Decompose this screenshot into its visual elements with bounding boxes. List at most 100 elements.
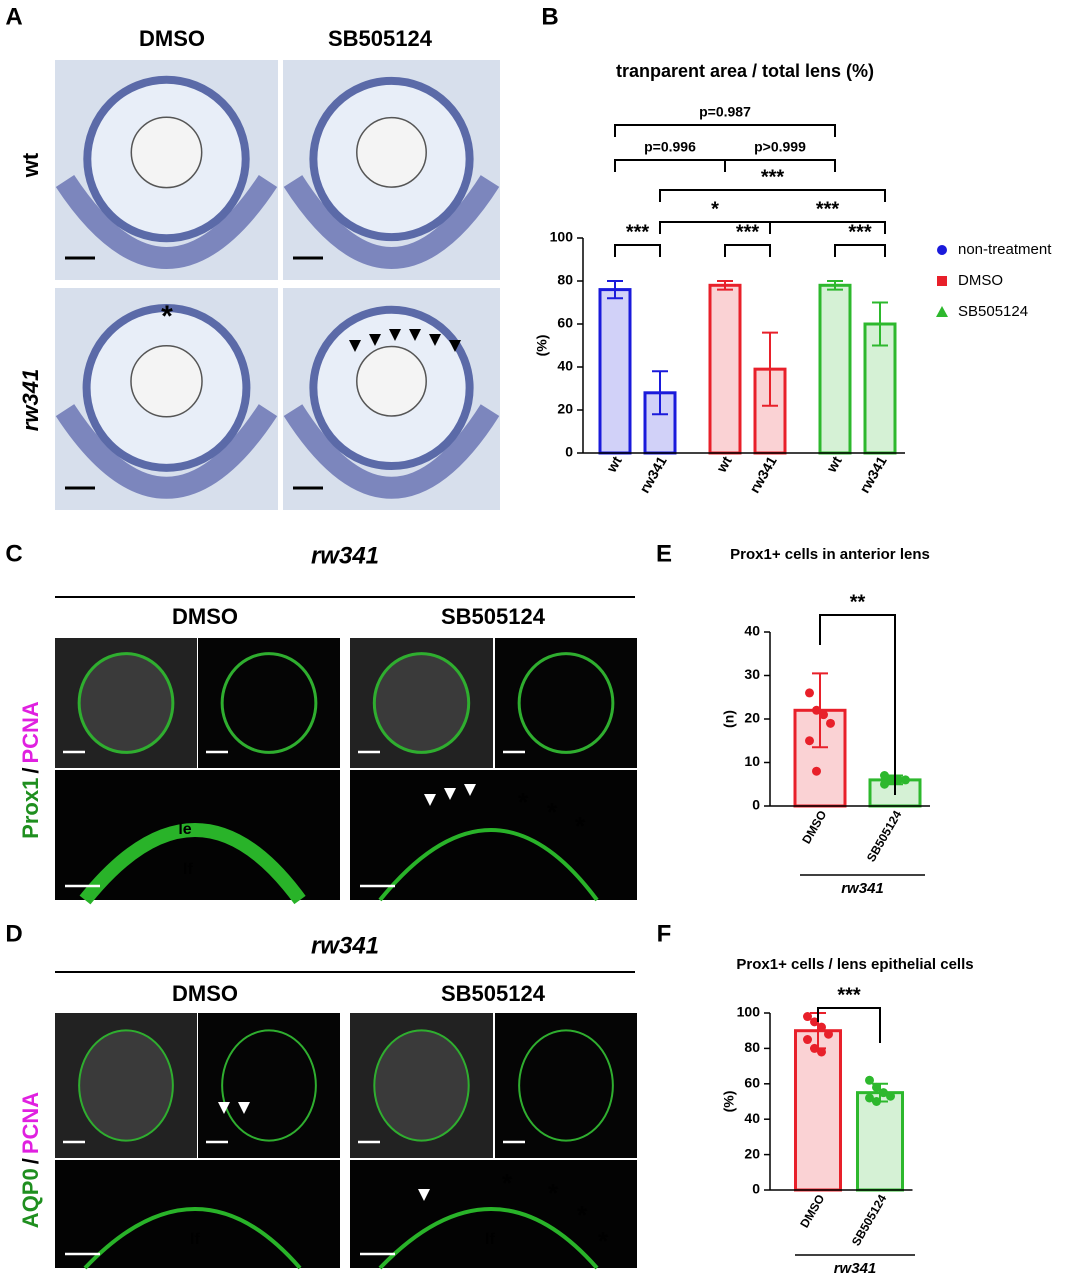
- label: ***: [816, 198, 840, 220]
- y-tick-label: 80: [744, 1039, 760, 1055]
- y-axis-label: (%): [721, 1091, 737, 1113]
- label: *: [548, 1178, 559, 1208]
- fluorescence-image: [198, 1013, 340, 1158]
- stain-name: /: [18, 768, 43, 774]
- label: rw341: [841, 880, 884, 897]
- data-point: [819, 710, 828, 720]
- label: le: [178, 821, 191, 838]
- arrowhead: [418, 1189, 430, 1201]
- label: D: [5, 920, 22, 947]
- data-point: [817, 1047, 826, 1057]
- y-tick-label: 80: [557, 272, 573, 288]
- point: [937, 245, 947, 255]
- lens-core: [130, 344, 203, 418]
- label: A: [5, 3, 22, 30]
- fluorescence-image: [350, 770, 637, 900]
- error-bar: [762, 331, 778, 407]
- stain-label: AQP0 / PCNA: [18, 1092, 43, 1228]
- stain-name: /: [18, 1158, 43, 1164]
- error-bar: [827, 280, 843, 291]
- significance-bracket: [614, 244, 661, 257]
- error-bar: [607, 280, 623, 300]
- x-tick-label: wt: [603, 453, 625, 476]
- significance-bracket: [724, 159, 836, 172]
- y-tick-label: 0: [752, 1181, 760, 1197]
- x-tick-label: rw341: [636, 453, 670, 496]
- label: Prox1+ cells in anterior lens: [730, 546, 930, 563]
- legend-label: non-treatment: [958, 241, 1052, 258]
- data-point: [817, 1022, 826, 1032]
- data-point: [803, 1012, 812, 1022]
- data-point: [826, 718, 835, 728]
- y-tick-label: 40: [557, 358, 573, 374]
- label: **: [850, 591, 866, 613]
- label: *: [575, 811, 586, 841]
- stain-name: PCNA: [18, 1092, 43, 1154]
- bar: [708, 283, 742, 455]
- error-bar: [872, 301, 888, 347]
- significance-bracket: [614, 124, 836, 137]
- data-point: [865, 1093, 874, 1103]
- data-point: [894, 775, 903, 785]
- label: B: [541, 3, 558, 30]
- y-tick-label: 10: [744, 753, 760, 769]
- label: DMSO: [139, 26, 205, 51]
- arrowhead: [449, 340, 461, 352]
- lens: [518, 1029, 614, 1142]
- label: p=0.987: [699, 104, 751, 120]
- bar: [818, 283, 852, 455]
- y-tick-label: 30: [744, 666, 760, 682]
- label: lf: [190, 1231, 200, 1248]
- label: ***: [761, 166, 785, 188]
- label: p>0.999: [754, 139, 806, 155]
- label: *: [547, 797, 558, 827]
- lens: [220, 652, 318, 754]
- arrowhead: [389, 329, 401, 341]
- arrowhead: [429, 334, 441, 346]
- significance-bracket: [659, 189, 886, 202]
- label: ***: [626, 221, 650, 243]
- y-tick-label: 0: [565, 444, 573, 460]
- label: *: [577, 1200, 588, 1230]
- lens: [517, 652, 615, 754]
- point: [937, 276, 947, 286]
- lens-edge: [378, 1207, 599, 1270]
- x-tick-label: rw341: [856, 453, 890, 496]
- lens-core: [130, 116, 203, 189]
- label: wt: [18, 152, 43, 178]
- lens-core: [356, 116, 427, 188]
- data-point: [901, 775, 910, 785]
- label: DMSO: [172, 981, 238, 1006]
- y-axis-label: (n): [721, 710, 737, 728]
- arrowhead: [424, 794, 436, 806]
- legend-label: SB505124: [958, 303, 1028, 320]
- label: C: [5, 540, 22, 567]
- data-point: [824, 1029, 833, 1039]
- x-tick-label: DMSO: [799, 808, 829, 846]
- y-tick-label: 60: [744, 1075, 760, 1091]
- significance-bracket: [834, 244, 886, 257]
- x-tick-label: DMSO: [797, 1192, 827, 1230]
- y-tick-label: 20: [744, 1145, 760, 1161]
- label: ***: [736, 221, 760, 243]
- y-tick-label: 20: [557, 401, 573, 417]
- significance-bracket: [819, 614, 896, 795]
- lens-edge: [79, 823, 306, 905]
- label: rw341: [311, 932, 379, 959]
- data-point: [865, 1075, 874, 1085]
- bar: [598, 288, 632, 455]
- label: tranparent area / total lens (%): [616, 61, 874, 81]
- label: E: [656, 540, 672, 567]
- arrowhead: [349, 340, 361, 352]
- label: DMSO: [172, 604, 238, 629]
- y-tick-label: 20: [744, 710, 760, 726]
- data-point: [880, 771, 889, 781]
- data-point: [886, 1091, 895, 1101]
- x-tick-label: SB505124: [864, 808, 905, 864]
- lens: [372, 652, 471, 754]
- label: *: [161, 300, 173, 333]
- lens: [78, 1029, 174, 1142]
- error-bar: [717, 280, 733, 291]
- data-point: [879, 1088, 888, 1098]
